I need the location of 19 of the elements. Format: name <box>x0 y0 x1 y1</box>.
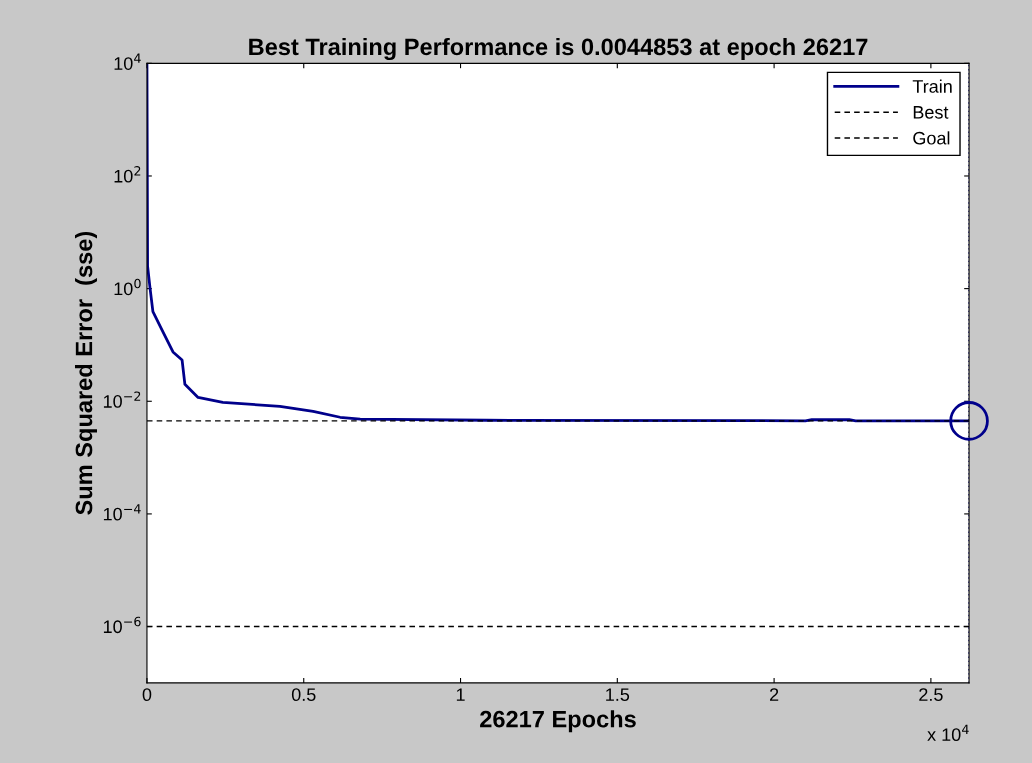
x-tick-label: 0.5 <box>291 688 316 702</box>
x-tick-label: 1.5 <box>606 688 630 702</box>
legend-label: Best <box>913 106 949 119</box>
x-tick-label: 1 <box>456 688 465 701</box>
x-tick-label: 2.5 <box>919 688 943 702</box>
x-axis-title: 26217 Epochs <box>480 710 636 733</box>
chart-title: Best Training Performance is 0.0044853 at epoch 26217 <box>249 37 868 60</box>
y-tick-label: 10$^{−4}$ <box>103 504 141 521</box>
y-tick-label: 10$^{4}$ <box>114 53 141 70</box>
y-tick-label: 10$^{−6}$ <box>103 616 141 634</box>
y-tick-label: 10$^{2}$ <box>114 166 141 183</box>
y-tick-label: 10$^{−2}$ <box>103 391 141 408</box>
y-tick-label: 10$^{0}$ <box>114 278 141 296</box>
legend-label: Goal <box>913 131 950 145</box>
text: x 10$^{4}$ <box>927 724 969 742</box>
y-axis-title: Sum Squared Error (sse) <box>74 231 97 515</box>
x-tick-label: 2 <box>769 688 779 701</box>
x-tick-label: 0 <box>142 688 152 702</box>
legend-label: Train <box>912 79 952 93</box>
